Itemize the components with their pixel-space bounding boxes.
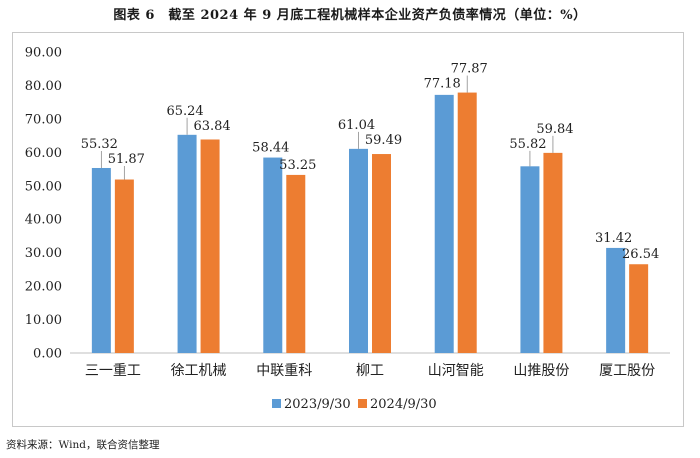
bar-2024 xyxy=(200,139,220,353)
bar-2023 xyxy=(349,148,368,353)
legend: 2023/9/30 2024/9/30 xyxy=(272,397,437,412)
y-tick-label: 50.00 xyxy=(25,179,62,194)
bar-2024 xyxy=(457,92,477,353)
source-note: 资料来源：Wind，联合资信整理 xyxy=(6,439,160,451)
bar-2023 xyxy=(263,157,283,353)
y-tick-label: 10.00 xyxy=(25,313,62,328)
bar-2023 xyxy=(520,166,540,353)
y-tick-label: 80.00 xyxy=(25,79,62,94)
y-tick-label: 20.00 xyxy=(25,280,62,295)
bar-2024 xyxy=(372,154,391,353)
x-axis: 三一重工 徐工机械 中联重科 柳工 山河智能 山推股份 厦工股份 xyxy=(70,352,670,379)
bar-2024 xyxy=(629,264,649,353)
bar-2023 xyxy=(91,167,111,353)
legend-swatch-2023 xyxy=(272,399,281,408)
data-label-2023: 31.42 xyxy=(595,231,632,246)
legend-label-2024: 2024/9/30 xyxy=(370,397,437,412)
data-label-2024: 26.54 xyxy=(622,247,659,262)
y-tick-label: 30.00 xyxy=(25,246,62,261)
y-tick-label: 60.00 xyxy=(25,146,62,161)
x-tick-label: 徐工机械 xyxy=(171,363,227,379)
data-label-2024: 63.84 xyxy=(193,119,230,134)
y-tick-label: 70.00 xyxy=(25,112,62,127)
data-label-2024: 77.87 xyxy=(451,62,488,77)
y-tick-label: 0.00 xyxy=(33,347,62,362)
chart-title: 图表 6 截至 2024 年 9 月底工程机械样本企业资产负债率情况（单位：%） xyxy=(113,8,587,23)
data-label-2024: 51.87 xyxy=(108,152,145,167)
x-tick-label: 柳工 xyxy=(356,362,384,379)
data-label-2024: 59.84 xyxy=(536,122,573,137)
chart-frame xyxy=(12,32,684,427)
data-label-2024: 53.25 xyxy=(279,158,316,173)
data-label-2023: 55.82 xyxy=(509,137,546,152)
bar-2023 xyxy=(177,134,197,353)
bar-2024 xyxy=(286,174,306,353)
bar-2024 xyxy=(543,152,563,353)
bar-2023 xyxy=(606,247,626,353)
y-axis: 0.00 10.00 20.00 30.00 40.00 50.00 60.00 70.00 8… xyxy=(25,46,62,362)
data-label-2023: 58.44 xyxy=(252,141,289,156)
data-label-2023: 55.32 xyxy=(81,137,118,152)
legend-swatch-2024 xyxy=(358,399,367,408)
x-tick-label: 山河智能 xyxy=(428,363,484,379)
data-label-2023: 77.18 xyxy=(424,77,461,92)
data-label-2023: 61.04 xyxy=(338,118,375,133)
x-tick-label: 厦工股份 xyxy=(599,363,655,379)
bar-2023 xyxy=(434,94,454,353)
bars-group xyxy=(91,92,649,353)
y-tick-label: 40.00 xyxy=(25,213,62,228)
x-tick-label: 三一重工 xyxy=(85,363,141,379)
x-tick-label: 中联重科 xyxy=(256,363,312,379)
y-tick-label: 90.00 xyxy=(25,46,62,61)
data-label-2024: 59.49 xyxy=(365,133,402,148)
bar-2024 xyxy=(114,179,134,353)
legend-label-2023: 2023/9/30 xyxy=(284,397,351,412)
data-label-2023: 65.24 xyxy=(166,104,203,119)
x-tick-label: 山推股份 xyxy=(513,363,569,379)
